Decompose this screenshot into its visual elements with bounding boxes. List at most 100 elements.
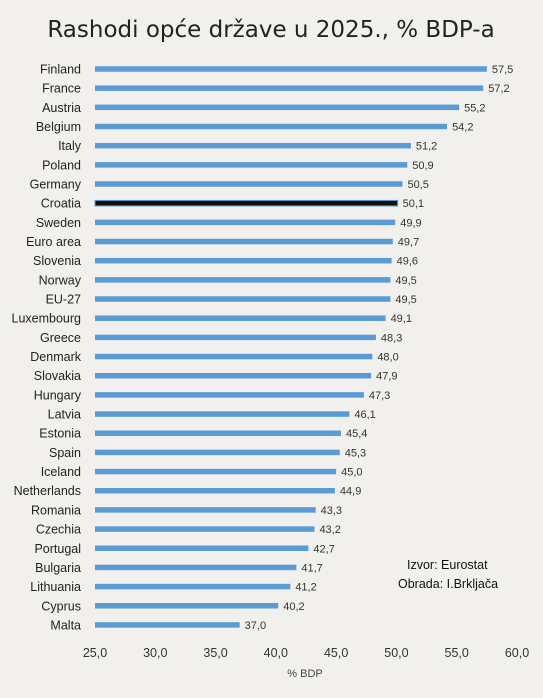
category-label: Iceland (41, 465, 81, 479)
bar (95, 85, 484, 91)
bar (95, 277, 391, 283)
category-label: Croatia (41, 197, 81, 211)
value-label: 51,2 (416, 141, 437, 153)
bar (95, 334, 376, 341)
bar (95, 449, 340, 456)
bar (95, 315, 386, 321)
bar (95, 142, 411, 149)
bar (95, 545, 309, 551)
bar (95, 526, 315, 532)
value-label: 41,2 (295, 582, 316, 594)
category-label: Italy (58, 139, 82, 153)
category-label: Spain (49, 446, 81, 460)
category-label: Romania (31, 503, 81, 517)
value-label: 49,1 (391, 313, 412, 325)
bar (95, 507, 316, 513)
bars-group: Finland 57,5 France 57,2 Austria 55,2 Belgium 5… (12, 63, 514, 633)
x-tick-label: 35,0 (203, 646, 227, 660)
processing-note: Obrada: I.Brkljača (398, 577, 498, 591)
category-label: Denmark (30, 350, 81, 364)
value-label: 41,7 (301, 562, 322, 574)
category-label: Austria (42, 101, 81, 115)
value-label: 54,2 (452, 122, 473, 134)
x-axis-label: % BDP (287, 668, 322, 680)
x-tick-label: 25,0 (83, 646, 107, 660)
value-label: 50,1 (403, 198, 424, 210)
bar (95, 392, 364, 398)
category-label: Bulgaria (35, 561, 81, 575)
category-label: Slovenia (33, 254, 81, 268)
category-label: Lithuania (30, 580, 81, 594)
value-label: 45,0 (341, 467, 362, 479)
x-tick-label: 60,0 (505, 646, 529, 660)
value-label: 49,7 (398, 237, 419, 249)
category-label: Hungary (34, 388, 82, 402)
value-label: 49,5 (395, 275, 416, 287)
category-label: France (42, 82, 81, 96)
value-label: 47,3 (369, 390, 390, 402)
value-label: 45,3 (345, 447, 366, 459)
x-tick-label: 50,0 (384, 646, 408, 660)
bar (95, 123, 448, 130)
value-label: 48,0 (377, 352, 398, 364)
bar (95, 411, 350, 417)
bar (95, 66, 487, 72)
category-label: Sweden (36, 216, 81, 230)
bar (95, 487, 335, 494)
value-label: 57,5 (492, 64, 513, 76)
category-label: Luxembourg (12, 312, 82, 326)
bar-highlighted (94, 199, 399, 207)
category-label: Czechia (36, 523, 81, 537)
category-label: Poland (42, 158, 81, 172)
category-label: Latvia (48, 408, 81, 422)
value-label: 37,0 (245, 620, 266, 632)
category-label: Slovakia (34, 369, 81, 383)
source-note: Izvor: Eurostat (407, 558, 488, 572)
bar (95, 583, 291, 590)
x-axis: 25,0 30,0 35,0 40,0 45,0 50,0 55,0 60,0 (83, 646, 529, 660)
value-label: 49,9 (400, 217, 421, 229)
value-label: 43,3 (321, 505, 342, 517)
x-tick-label: 30,0 (143, 646, 167, 660)
category-label: Malta (50, 618, 81, 632)
bar (95, 372, 372, 379)
bar (95, 468, 337, 475)
bar (95, 353, 373, 360)
category-label: Cyprus (41, 599, 81, 613)
bar (95, 181, 403, 187)
category-label: Netherlands (14, 484, 81, 498)
value-label: 47,9 (376, 371, 397, 383)
bar (95, 564, 297, 571)
value-label: 57,2 (488, 83, 509, 95)
x-tick-label: 40,0 (264, 646, 288, 660)
value-label: 49,6 (397, 256, 418, 268)
value-label: 44,9 (340, 486, 361, 498)
bar (95, 603, 279, 609)
x-tick-label: 45,0 (324, 646, 348, 660)
x-tick-label: 55,0 (445, 646, 469, 660)
value-label: 50,5 (407, 179, 428, 191)
bar (95, 219, 396, 226)
category-label: Estonia (39, 427, 81, 441)
value-label: 40,2 (283, 601, 304, 613)
category-label: Norway (39, 273, 82, 287)
category-label: Greece (40, 331, 81, 345)
chart-title: Rashodi opće države u 2025., % BDP-a (47, 17, 494, 43)
value-label: 55,2 (464, 102, 485, 114)
category-label: Finland (40, 63, 81, 77)
category-label: EU-27 (46, 293, 81, 307)
value-label: 49,5 (395, 294, 416, 306)
bar (95, 104, 460, 111)
value-label: 50,9 (412, 160, 433, 172)
bar (95, 622, 240, 628)
value-label: 43,2 (319, 524, 340, 536)
value-label: 46,1 (354, 409, 375, 421)
bar (95, 430, 341, 436)
category-label: Germany (30, 178, 82, 192)
value-label: 48,3 (381, 332, 402, 344)
value-label: 42,7 (313, 543, 334, 555)
bar (95, 296, 391, 302)
bar (95, 162, 408, 168)
value-label: 45,4 (346, 428, 367, 440)
